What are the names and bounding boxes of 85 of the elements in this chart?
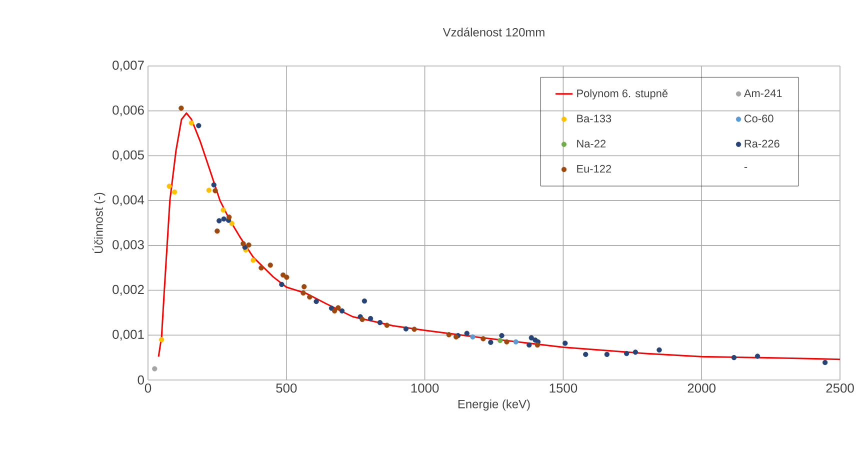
- point: [214, 228, 220, 234]
- point: [229, 220, 234, 226]
- point: [216, 218, 222, 224]
- legend-label: Polynom 6. stupně: [577, 89, 668, 100]
- point: [302, 284, 307, 290]
- point: [464, 330, 470, 336]
- point: [528, 335, 534, 340]
- point: [268, 262, 273, 268]
- point: [377, 320, 383, 326]
- point: [152, 366, 158, 372]
- point: [212, 188, 218, 194]
- y-axis-title: Účinnost (-): [92, 192, 106, 253]
- point: [240, 241, 246, 246]
- y-tick-label: 0: [138, 375, 144, 385]
- legend-label: Ra-226: [744, 140, 780, 148]
- point: [583, 352, 588, 358]
- point: [258, 265, 264, 270]
- point: [211, 182, 216, 188]
- point: [221, 216, 226, 222]
- point: [731, 354, 737, 360]
- y-tick-label: 0,003: [112, 240, 144, 251]
- point: [754, 354, 760, 359]
- point: [412, 326, 417, 332]
- point: [188, 120, 194, 126]
- point: [328, 306, 334, 311]
- legend-label: Ba-133: [577, 114, 612, 122]
- point: [470, 334, 476, 340]
- y-tick-label: 0,007: [112, 60, 144, 72]
- point: [822, 360, 828, 366]
- y-tick-label: 0,001: [112, 330, 144, 340]
- x-tick-label: 500: [276, 384, 297, 393]
- text: -: [744, 167, 748, 168]
- point: [403, 326, 409, 332]
- point: [246, 242, 252, 248]
- point: [196, 123, 202, 128]
- point: [534, 342, 540, 348]
- point: [504, 339, 510, 344]
- point: [314, 298, 319, 304]
- x-tick-label: 1000: [411, 384, 439, 393]
- point: [250, 258, 256, 263]
- x-tick-label: 0: [144, 384, 152, 393]
- y-tick-label: 0,002: [112, 284, 144, 296]
- x-tick-label: 2500: [826, 384, 854, 393]
- x-tick-label: 2000: [688, 384, 716, 393]
- point: [279, 282, 284, 288]
- point: [300, 290, 306, 296]
- point: [178, 106, 184, 111]
- point: [220, 207, 226, 213]
- point: [362, 298, 368, 304]
- point: [226, 214, 232, 220]
- point: [562, 340, 568, 346]
- point: [206, 188, 212, 193]
- point: [360, 316, 365, 322]
- point: [513, 339, 518, 344]
- x-axis-title: Energie (keV): [458, 400, 530, 411]
- point: [166, 184, 172, 189]
- point: [488, 340, 494, 345]
- point: [307, 294, 312, 300]
- chart-title: Vzdálenost 120mm: [442, 28, 544, 36]
- point: [499, 332, 504, 338]
- legend-label: Co-60: [744, 114, 774, 122]
- legend-label: Na-22: [577, 140, 606, 148]
- y-tick-label: 0,004: [112, 195, 144, 206]
- point: [656, 347, 662, 353]
- y-tick-label: 0,005: [112, 150, 144, 162]
- legend-label: Am-241: [744, 89, 782, 98]
- point: [284, 274, 290, 280]
- point: [632, 350, 638, 355]
- x-tick-label: 1500: [550, 384, 578, 393]
- point: [497, 338, 503, 344]
- point: [624, 350, 630, 356]
- point: [339, 308, 345, 314]
- point: [368, 316, 374, 322]
- point: [336, 305, 341, 310]
- legend-label: Eu-122: [577, 164, 612, 173]
- point: [604, 352, 610, 358]
- y-tick-label: 0,006: [112, 106, 144, 116]
- point: [480, 336, 486, 342]
- point: [158, 337, 164, 342]
- point: [280, 272, 286, 278]
- point: [384, 322, 390, 328]
- point: [526, 342, 532, 348]
- point: [332, 308, 338, 314]
- point: [446, 332, 452, 338]
- point: [172, 189, 178, 195]
